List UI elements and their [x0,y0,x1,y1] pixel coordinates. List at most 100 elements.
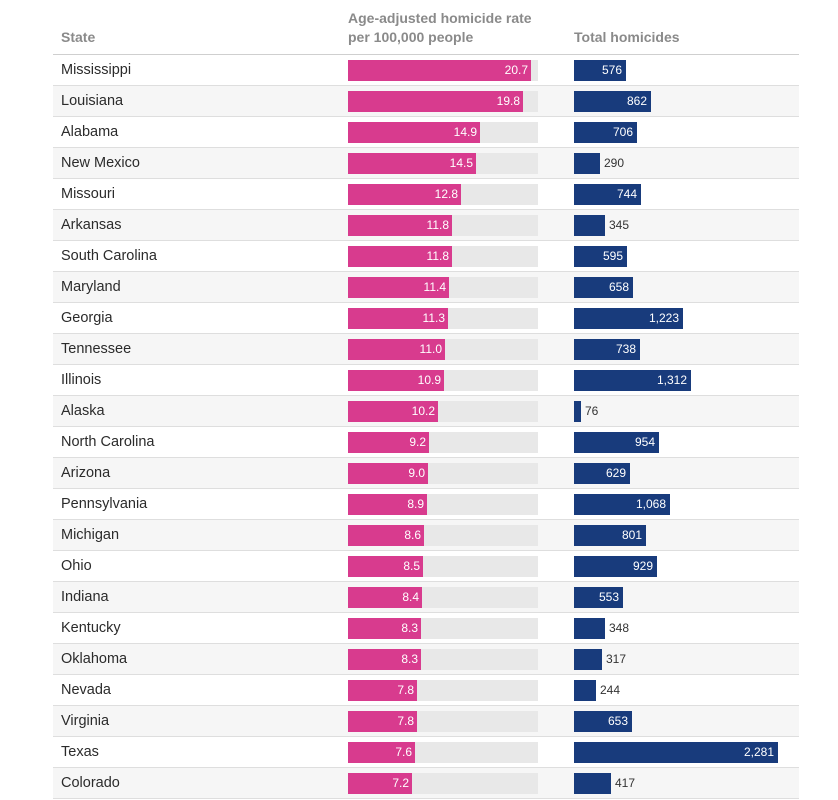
rate-bar-track: 8.3 [348,649,538,670]
state-name: Indiana [61,589,109,605]
rate-bar: 7.8 [348,680,417,701]
table-row: Virginia 7.8 653 [53,706,799,737]
rate-bar: 9.0 [348,463,428,484]
total-value-label: 576 [601,63,622,77]
rate-bar: 8.9 [348,494,427,515]
rate-bar: 8.4 [348,587,422,608]
rate-bar: 14.5 [348,153,476,174]
rate-value-label: 8.3 [401,621,418,635]
rate-column-header: Age-adjusted homicide rate per 100,000 p… [348,9,548,47]
total-value-label: 317 [606,652,627,666]
rate-value-label: 9.2 [409,435,426,449]
table-row: Mississippi 20.7 576 [53,55,799,86]
rate-bar: 8.6 [348,525,424,546]
rate-header-line1: Age-adjusted homicide rate [348,10,532,26]
rate-bar: 19.8 [348,91,523,112]
total-value-label: 244 [600,683,621,697]
rate-value-label: 11.0 [419,342,442,356]
total-value-label: 1,312 [656,373,687,387]
state-name: Illinois [61,372,102,388]
rate-value-label: 7.8 [397,714,414,728]
rate-bar: 11.4 [348,277,449,298]
rate-header-line2: per 100,000 people [348,29,474,45]
rate-bar-track: 14.5 [348,153,538,174]
table-row: Texas 7.6 2,281 [53,737,799,768]
total-bar [574,649,602,670]
table-row: Arkansas 11.8 345 [53,210,799,241]
table-row: Nevada 7.8 244 [53,675,799,706]
total-bar: 653 [574,711,632,732]
total-value-label: 553 [598,590,619,604]
total-value-label: 76 [585,404,599,418]
total-value-label: 1,223 [648,311,679,325]
rate-bar-track: 11.0 [348,339,538,360]
rate-value-label: 10.2 [411,404,435,418]
rate-bar-track: 20.7 [348,60,538,81]
total-value-label: 801 [621,528,642,542]
table-row: Alabama 14.9 706 [53,117,799,148]
rate-bar-track: 9.0 [348,463,538,484]
rate-bar-track: 7.6 [348,742,538,763]
total-value-label: 629 [605,466,626,480]
total-bar: 706 [574,122,637,143]
state-name: Texas [61,744,99,760]
total-value-label: 595 [602,249,623,263]
total-bar: 862 [574,91,651,112]
rate-value-label: 9.0 [408,466,425,480]
state-name: Alabama [61,124,119,140]
total-bar [574,773,611,794]
state-name: Michigan [61,527,120,543]
rate-bar: 20.7 [348,60,531,81]
rate-bar: 10.2 [348,401,438,422]
total-value-label: 954 [634,435,655,449]
total-bar [574,215,605,236]
state-name: Virginia [61,713,110,729]
rate-bar: 11.0 [348,339,445,360]
total-bar: 1,068 [574,494,670,515]
rate-value-label: 10.9 [417,373,441,387]
state-name: Oklahoma [61,651,128,667]
total-value-label: 348 [609,621,630,635]
rate-bar-track: 8.6 [348,525,538,546]
total-bar: 1,223 [574,308,683,329]
total-bar [574,401,581,422]
rate-bar-track: 9.2 [348,432,538,453]
table-row: South Carolina 11.8 595 [53,241,799,272]
rate-value-label: 7.2 [392,776,409,790]
rate-bar-track: 11.8 [348,246,538,267]
rate-bar-track: 8.5 [348,556,538,577]
rate-bar-track: 7.8 [348,711,538,732]
table-row: Colorado 7.2 417 [53,768,799,799]
table-row: Illinois 10.9 1,312 [53,365,799,396]
state-name: North Carolina [61,434,155,450]
state-name: Kentucky [61,620,121,636]
rate-bar-track: 7.2 [348,773,538,794]
total-value-label: 1,068 [635,497,666,511]
rate-bar: 8.5 [348,556,423,577]
rate-value-label: 8.9 [407,497,424,511]
rate-bar-track: 10.9 [348,370,538,391]
table-row: New Mexico 14.5 290 [53,148,799,179]
rate-value-label: 11.8 [426,218,449,232]
rate-value-label: 14.9 [453,125,477,139]
total-bar: 744 [574,184,641,205]
state-column-header: State [61,29,96,45]
rate-bar: 11.8 [348,215,452,236]
rate-bar: 8.3 [348,618,421,639]
table-row: Alaska 10.2 76 [53,396,799,427]
total-bar: 629 [574,463,630,484]
table-row: Maryland 11.4 658 [53,272,799,303]
total-value-label: 862 [626,94,647,108]
rate-bar-track: 8.9 [348,494,538,515]
total-bar: 595 [574,246,627,267]
total-bar: 658 [574,277,633,298]
rate-bar-track: 7.8 [348,680,538,701]
total-bar: 929 [574,556,657,577]
rate-value-label: 19.8 [496,94,520,108]
rate-value-label: 14.5 [449,156,473,170]
rate-value-label: 20.7 [504,63,528,77]
total-bar: 1,312 [574,370,691,391]
total-value-label: 744 [616,187,637,201]
rate-bar-track: 8.3 [348,618,538,639]
state-name: Missouri [61,186,115,202]
